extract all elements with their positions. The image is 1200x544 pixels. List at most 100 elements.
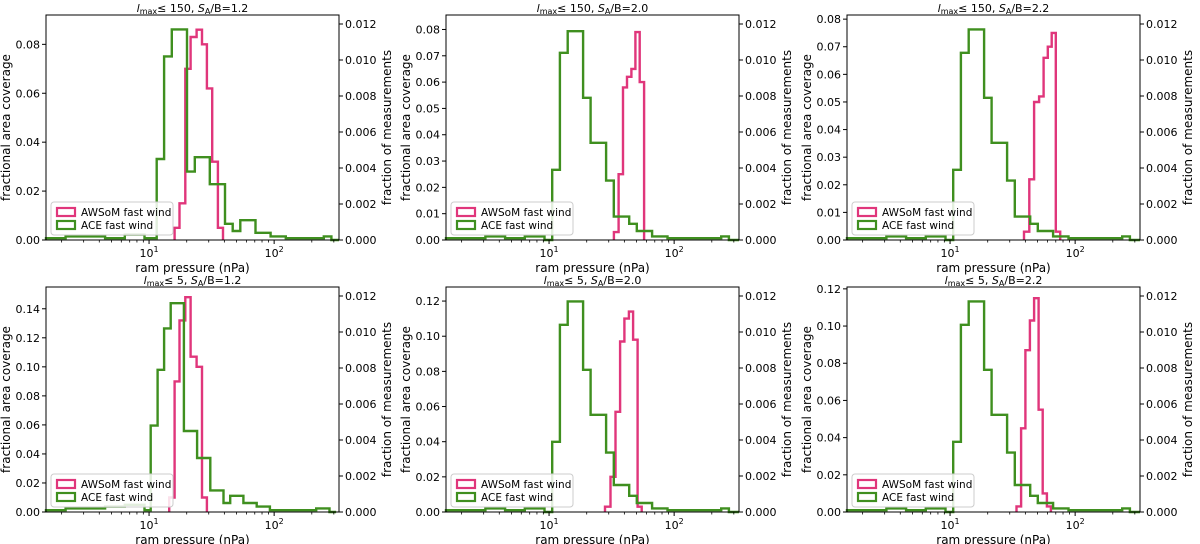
axes-frame [45, 286, 340, 513]
legend-label: AWSoM fast wind [882, 207, 972, 219]
y-right-tick-label: 0.004 [745, 434, 777, 447]
y-right-tick-label: 0.012 [745, 290, 777, 303]
y-right-axis-label: fraction of measurements [1181, 50, 1195, 205]
y-right-tick-label: 0.006 [745, 398, 777, 411]
subplot-title: lmax≤ 150, SA/B=2.0 [537, 2, 649, 16]
subplot-3: 101 102 0.00 0.01 0.02 0.03 0.04 0.05 0.06 0.07 0.… [800, 2, 1195, 275]
y-left-tick-label: 0.08 [817, 357, 842, 370]
legend-box [851, 473, 975, 508]
legend-label: AWSoM fast wind [481, 479, 571, 491]
x-tick-label: 102 [665, 245, 684, 260]
y-left-tick-label: 0.05 [817, 96, 842, 109]
y-left-tick-label: 0.10 [16, 361, 41, 374]
y-left-tick-label: 0.02 [817, 469, 842, 482]
subplot-title: lmax≤ 150, SA/B=1.2 [137, 2, 249, 16]
y-left-tick-label: 0.04 [817, 432, 842, 445]
x-tick-label: 101 [540, 245, 559, 260]
y-left-tick-label: 0.02 [416, 181, 441, 194]
y-left-tick-label: 0.06 [416, 76, 441, 89]
y-right-tick-label: 0.012 [1146, 18, 1178, 31]
y-left-tick-label: 0.00 [16, 506, 41, 519]
y-right-tick-label: 0.000 [745, 506, 777, 519]
y-left-tick-label: 0.06 [817, 394, 842, 407]
y-right-tick-label: 0.008 [345, 362, 377, 375]
ace-histogram [845, 300, 1140, 514]
subplot-2: 101 102 0.00 0.01 0.02 0.03 0.04 0.05 0.06 0.07 0.… [399, 2, 794, 275]
legend-swatch [455, 478, 477, 490]
y-left-tick-label: 0.05 [416, 102, 441, 115]
y-left-tick-label: 0.06 [16, 419, 41, 432]
y-right-tick-label: 0.004 [745, 162, 777, 175]
y-right-tick-label: 0.006 [345, 398, 377, 411]
legend-swatch [856, 219, 878, 231]
x-tick-label: 102 [1066, 517, 1085, 532]
y-right-tick-label: 0.004 [1146, 162, 1178, 175]
y-right-tick-label: 0.012 [745, 18, 777, 31]
y-left-axis-label: fractional area coverage [0, 54, 13, 201]
y-left-tick-label: 0.03 [416, 155, 441, 168]
y-left-tick-label: 0.04 [416, 436, 441, 449]
legend-box [450, 201, 574, 236]
y-right-axis-label: fraction of measurements [380, 322, 394, 477]
axes-frame [45, 14, 340, 241]
legend-swatch [455, 206, 477, 218]
y-right-tick-label: 0.000 [345, 234, 377, 247]
legend-label: AWSoM fast wind [481, 207, 571, 219]
ace-histogram [845, 28, 1140, 242]
y-right-tick-label: 0.004 [345, 434, 377, 447]
axes-frame [846, 286, 1141, 513]
y-left-tick-label: 0.00 [817, 234, 842, 247]
y-left-tick-label: 0.03 [817, 151, 842, 164]
y-left-tick-label: 0.06 [16, 87, 41, 100]
y-right-tick-label: 0.008 [1146, 90, 1178, 103]
subplot-5: 101 102 0.00 0.02 0.04 0.06 0.08 0.10 0.12 0.000 0… [399, 274, 794, 544]
y-right-tick-label: 0.000 [745, 234, 777, 247]
ace-histogram [444, 30, 739, 242]
y-left-axis-label: fractional area coverage [399, 54, 413, 201]
x-tick-label: 101 [941, 245, 960, 260]
legend-label: ACE fast wind [882, 492, 954, 504]
y-right-tick-label: 0.010 [345, 326, 377, 339]
y-left-tick-label: 0.00 [416, 234, 441, 247]
x-tick-label: 102 [665, 517, 684, 532]
legend-swatch [856, 491, 878, 503]
y-right-tick-label: 0.002 [345, 198, 377, 211]
legend-label: ACE fast wind [481, 492, 553, 504]
legend-label: AWSoM fast wind [882, 479, 972, 491]
y-left-tick-label: 0.08 [16, 38, 41, 51]
awsom-histogram [603, 310, 643, 512]
y-right-tick-label: 0.004 [1146, 434, 1178, 447]
y-right-tick-label: 0.002 [345, 470, 377, 483]
x-axis-label: ram pressure (nPa) [535, 261, 649, 275]
ace-histogram [444, 300, 739, 514]
y-left-tick-label: 0.14 [16, 303, 41, 316]
awsom-histogram [612, 30, 646, 240]
y-right-tick-label: 0.002 [745, 198, 777, 211]
subplot-4: 101 102 0.00 0.02 0.04 0.06 0.08 0.10 0.12 0.14 0.… [0, 274, 394, 544]
y-right-tick-label: 0.000 [1146, 506, 1178, 519]
y-right-tick-label: 0.012 [345, 290, 377, 303]
legend-box [450, 473, 574, 508]
y-left-tick-label: 0.07 [817, 41, 842, 54]
subplot-title: lmax≤ 5, SA/B=2.0 [544, 274, 642, 288]
axes-frame [445, 286, 740, 513]
y-left-tick-label: 0.12 [416, 295, 441, 308]
y-right-tick-label: 0.008 [1146, 362, 1178, 375]
y-right-tick-label: 0.008 [745, 90, 777, 103]
awsom-histogram [1022, 31, 1062, 240]
y-left-tick-label: 0.02 [817, 179, 842, 192]
legend-swatch [55, 478, 77, 490]
y-right-tick-label: 0.006 [1146, 398, 1178, 411]
y-left-tick-label: 0.06 [416, 401, 441, 414]
y-left-tick-label: 0.06 [817, 68, 842, 81]
y-right-tick-label: 0.010 [745, 54, 777, 67]
y-right-tick-label: 0.006 [745, 126, 777, 139]
subplot-6: 101 102 0.00 0.02 0.04 0.06 0.08 0.10 0.12 0.000 0… [800, 274, 1195, 544]
axes-frame [846, 14, 1141, 241]
y-right-tick-label: 0.002 [1146, 470, 1178, 483]
